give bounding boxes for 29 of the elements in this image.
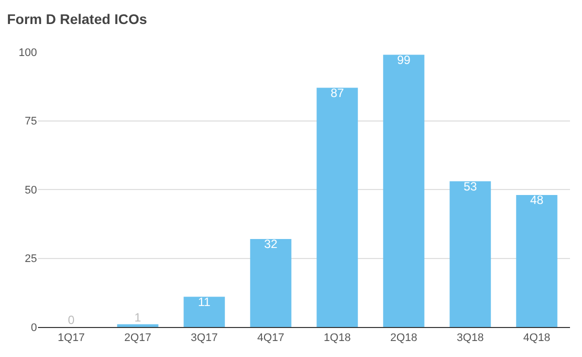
bar	[250, 239, 292, 327]
y-tick-label: 100	[18, 46, 37, 59]
x-tick-label: 3Q18	[456, 332, 484, 344]
data-label: 11	[198, 294, 211, 309]
chart-title: Form D Related ICOs	[6, 11, 148, 28]
x-tick-label: 4Q18	[523, 332, 550, 344]
x-tick-label: 2Q17	[124, 332, 152, 344]
x-tick-label: 3Q17	[190, 332, 218, 344]
bar	[117, 324, 158, 327]
data-label: 87	[330, 86, 344, 100]
bar	[450, 181, 491, 327]
y-tick-label: 50	[24, 184, 37, 196]
y-tick-label: 25	[24, 253, 37, 266]
y-tick-label: 0	[30, 322, 37, 334]
x-tick-label: 1Q18	[324, 332, 351, 344]
data-label: 1	[134, 310, 142, 324]
y-tick-label: 75	[24, 116, 37, 128]
x-tick-label: 4Q17	[257, 332, 284, 344]
data-label: 48	[530, 193, 544, 207]
x-tick-label: 2Q18	[390, 332, 418, 344]
x-tick-label: 1Q17	[58, 332, 85, 344]
bar	[184, 296, 225, 327]
data-label: 53	[464, 179, 478, 194]
bar	[316, 88, 358, 327]
data-label: 99	[397, 52, 411, 67]
data-label: 32	[264, 237, 278, 251]
bar	[383, 54, 424, 327]
data-label: 0	[68, 313, 75, 327]
bar	[516, 195, 558, 327]
